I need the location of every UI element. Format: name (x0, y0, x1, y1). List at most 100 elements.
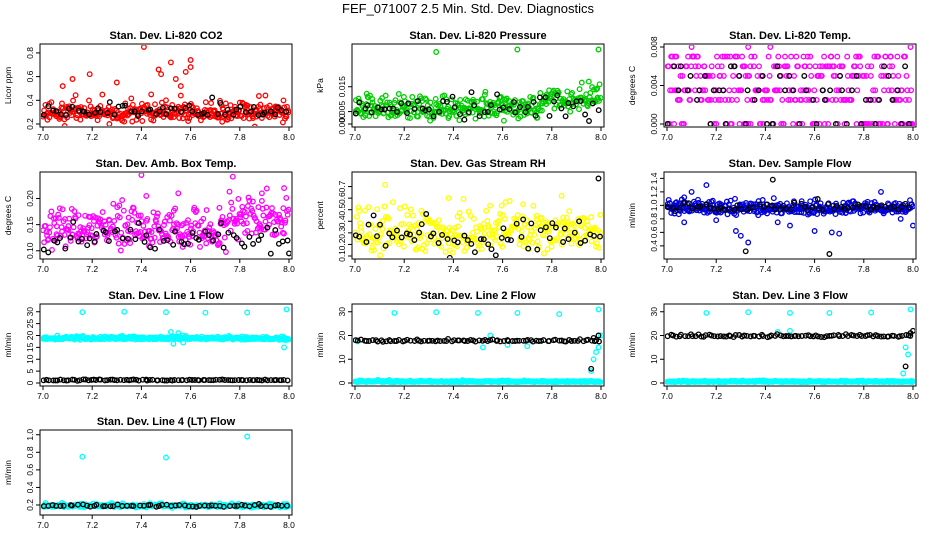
data-point (584, 222, 591, 229)
data-point (717, 204, 724, 211)
data-point (189, 229, 196, 236)
data-point (422, 107, 429, 114)
data-point (748, 53, 755, 60)
data-point (857, 63, 864, 70)
data-point (470, 215, 477, 222)
y-tick-label: 1.0 (649, 199, 659, 211)
data-point (407, 115, 413, 122)
data-point (374, 206, 381, 213)
data-point (146, 243, 153, 250)
data-point (66, 215, 73, 222)
data-point (536, 94, 543, 101)
data-point (437, 338, 444, 345)
data-point (181, 241, 188, 248)
data-point (900, 370, 907, 377)
data-point (850, 332, 857, 339)
data-point (531, 225, 538, 232)
data-point (812, 196, 819, 203)
data-point (404, 336, 411, 343)
data-point (903, 72, 910, 79)
data-point (713, 217, 720, 224)
data-point (147, 501, 154, 508)
data-point (682, 333, 689, 340)
data-point (146, 376, 153, 383)
data-point (418, 207, 425, 214)
data-point (577, 98, 584, 104)
data-point (228, 199, 235, 206)
y-tick-label: 0.4 (25, 94, 35, 106)
data-point (469, 109, 476, 116)
data-point (148, 91, 155, 98)
data-point (267, 108, 274, 115)
data-point (673, 333, 680, 340)
data-point (495, 224, 502, 231)
data-point (262, 92, 269, 99)
data-point (712, 96, 719, 103)
data-point (104, 377, 111, 384)
data-point (209, 94, 216, 101)
data-point (504, 236, 511, 243)
data-point (747, 333, 754, 340)
data-point (189, 503, 196, 510)
points-area (665, 45, 915, 126)
data-point (106, 121, 113, 126)
data-point (225, 229, 232, 236)
data-point (120, 207, 127, 214)
data-point (841, 205, 848, 212)
data-point (585, 78, 592, 85)
data-point (465, 109, 472, 116)
x-tick-label: 7.4 (135, 132, 147, 142)
y-tick-label: 0.5 (337, 204, 347, 216)
x-tick-label: 7.6 (497, 264, 509, 274)
data-point (161, 222, 167, 228)
data-point (902, 200, 909, 207)
data-point (129, 101, 136, 108)
data-point (128, 95, 135, 102)
data-point (369, 337, 376, 344)
data-point (163, 111, 170, 118)
data-point (534, 246, 541, 253)
data-point (567, 108, 574, 115)
data-point (909, 378, 915, 385)
data-point (833, 87, 840, 94)
data-point (263, 204, 270, 211)
data-point (481, 91, 488, 98)
data-point (595, 306, 602, 313)
data-point (459, 239, 466, 246)
data-point (160, 237, 167, 244)
x-tick-label: 7.8 (546, 132, 558, 142)
data-point (114, 226, 121, 233)
x-tick-label: 7.2 (710, 132, 722, 142)
data-point (597, 211, 603, 218)
points-area (41, 173, 291, 257)
series-secondary (41, 501, 290, 510)
data-point (366, 338, 373, 344)
data-point (144, 215, 151, 222)
data-point (866, 121, 873, 126)
y-tick-label: 0 (25, 380, 35, 385)
data-point (853, 53, 860, 60)
data-point (571, 337, 578, 344)
data-point (410, 231, 417, 238)
data-point (811, 87, 818, 94)
data-point (593, 243, 599, 250)
data-point (250, 104, 257, 110)
data-point (488, 102, 494, 109)
data-point (736, 72, 743, 79)
data-point (524, 343, 531, 350)
y-tick-label: 20 (25, 331, 35, 341)
data-point (787, 327, 793, 334)
y-tick-label: 10 (337, 354, 347, 364)
data-point (782, 53, 788, 60)
x-tick-label: 8.0 (283, 132, 295, 142)
data-point (578, 79, 585, 86)
data-point (885, 87, 892, 94)
data-point (767, 96, 774, 103)
data-point (395, 91, 402, 97)
data-point (278, 502, 285, 509)
data-point (430, 113, 437, 120)
data-point (506, 198, 513, 204)
data-point (787, 309, 793, 316)
data-point (140, 222, 147, 229)
data-point (390, 105, 397, 112)
